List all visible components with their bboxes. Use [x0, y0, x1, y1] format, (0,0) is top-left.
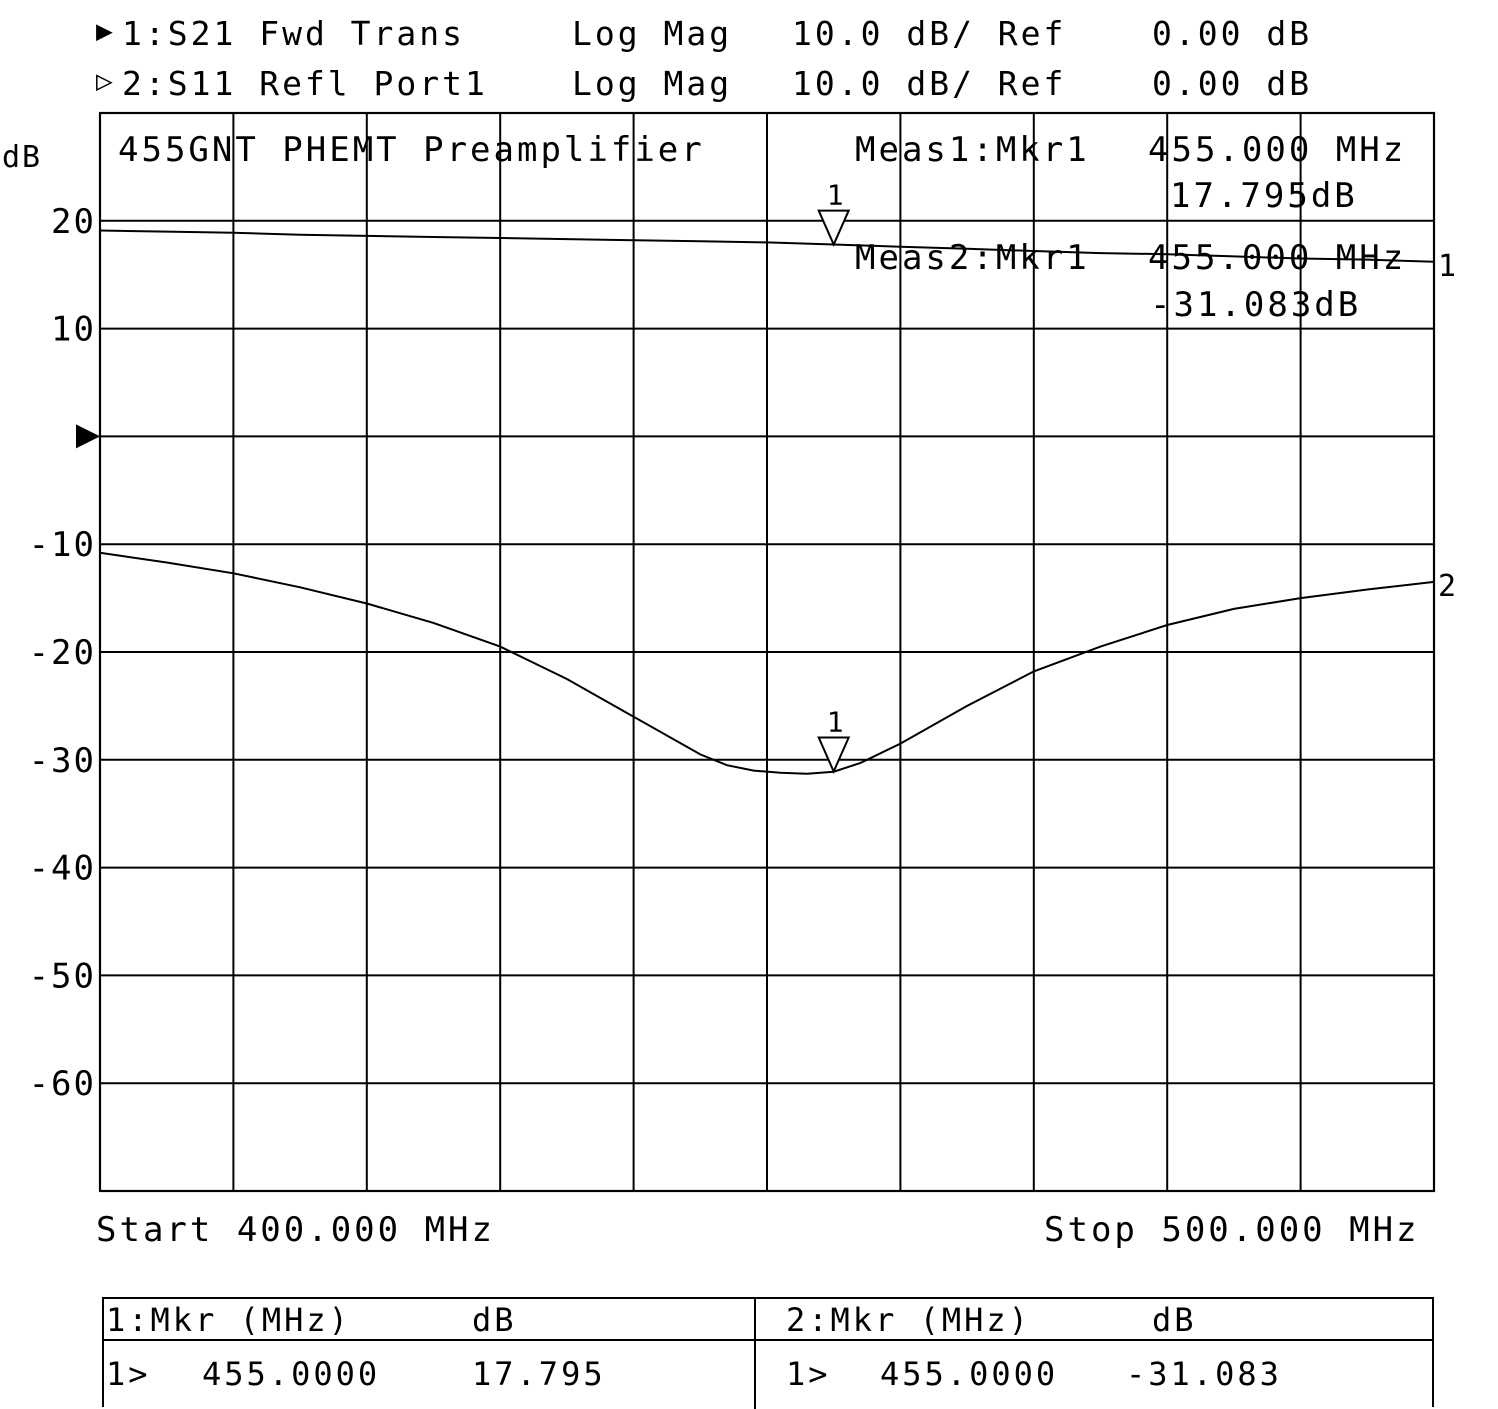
annotations: 455GNT PHEMT Preamplifier Meas1:Mkr1 455.0…	[118, 130, 1406, 325]
stop-frequency: Stop 500.000 MHz	[1044, 1210, 1420, 1250]
table-divider-horizontal	[104, 1339, 1432, 1341]
trace1-mkr-header: 1:Mkr (MHz)	[106, 1301, 351, 1339]
meas1-value: 17.795dB	[1170, 176, 1358, 216]
y-tick-label: -50	[29, 956, 96, 996]
trace-2-end-label: 2	[1438, 569, 1456, 604]
trace1-mkr-value: 17.795	[472, 1355, 606, 1393]
trace1-mkr-marker: 1>	[106, 1355, 151, 1393]
trace1-marker-symbol: ▶	[96, 14, 116, 47]
trace1-ref: 0.00 dB	[1152, 14, 1313, 53]
trace2-marker-symbol: ▷	[96, 64, 116, 97]
marker-triangle	[817, 736, 851, 774]
trace-1-line	[99, 229, 1435, 263]
trace2-mkr-header: 2:Mkr (MHz)	[786, 1301, 1031, 1339]
y-tick-label: -20	[29, 633, 96, 673]
trace2-ref: 0.00 dB	[1152, 64, 1313, 103]
meas1-frequency: 455.000 MHz	[1148, 130, 1406, 170]
trace2-scale: 10.0 dB/ Ref	[792, 64, 1067, 103]
trace2-label: 2:S11 Refl Port1	[122, 64, 488, 103]
y-axis-ticks: dB 20 10 -10 -20 -30 -40 -50 -60	[2, 140, 100, 1104]
meas1-label: Meas1:Mkr1	[855, 130, 1090, 170]
trace2-mkr-unit: dB	[1152, 1301, 1197, 1339]
trace-2-line	[99, 551, 1435, 775]
trace2-mkr-freq: 455.0000	[880, 1355, 1059, 1393]
y-tick-label: -30	[29, 741, 96, 781]
trace1-mkr-freq: 455.0000	[202, 1355, 381, 1393]
trace2-format: Log Mag	[572, 64, 733, 103]
trace1-mkr-unit: dB	[472, 1301, 517, 1339]
plot-grid	[98, 111, 1436, 1193]
traces: 12	[99, 229, 1456, 775]
trace1-label: 1:S21 Fwd Trans	[122, 14, 466, 53]
y-tick-label: -60	[29, 1064, 96, 1104]
trace1-format: Log Mag	[572, 14, 733, 53]
marker-label: 1	[827, 179, 844, 212]
trace2-mkr-value: -31.083	[1126, 1355, 1282, 1393]
y-tick-label: 20	[51, 202, 96, 242]
meas2-value: -31.083dB	[1150, 285, 1361, 325]
start-frequency: Start 400.000 MHz	[96, 1210, 495, 1250]
marker-triangle	[817, 209, 851, 248]
trace1-scale: 10.0 dB/ Ref	[792, 14, 1067, 53]
trace2-mkr-marker: 1>	[786, 1355, 831, 1393]
meas2-label: Meas2:Mkr1	[855, 238, 1090, 278]
marker-label: 1	[827, 705, 844, 738]
y-tick-label: -10	[29, 525, 96, 565]
y-tick-label: 10	[51, 310, 96, 350]
y-axis-unit-label: dB	[2, 140, 42, 175]
trace-1-end-label: 1	[1438, 249, 1456, 284]
marker-table: 1:Mkr (MHz) dB 1> 455.0000 17.795 2:Mkr …	[102, 1297, 1434, 1409]
meas2-frequency: 455.000 MHz	[1148, 238, 1406, 278]
markers: 11	[817, 179, 851, 774]
table-divider-vertical	[754, 1299, 756, 1409]
plot-title: 455GNT PHEMT Preamplifier	[118, 130, 705, 170]
y-tick-label: -40	[29, 849, 96, 889]
reference-level-arrow	[76, 424, 100, 449]
